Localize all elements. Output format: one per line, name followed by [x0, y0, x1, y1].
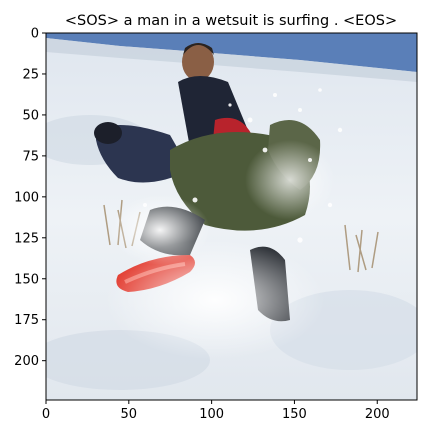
y-tick-label: 200	[14, 354, 39, 369]
y-tick-label: 100	[14, 190, 39, 205]
x-tick-label: 150	[282, 407, 307, 422]
y-tick-label: 0	[31, 27, 39, 42]
figure-title: <SOS> a man in a wetsuit is surfing . <E…	[65, 13, 397, 29]
y-tick-label: 25	[22, 67, 39, 82]
y-tick-label: 175	[14, 313, 39, 328]
y-axis: 0 25 50 75 100 125 150 175 200	[14, 27, 46, 369]
x-axis: 0 50 100 150 200	[42, 400, 390, 422]
y-tick-label: 75	[22, 149, 39, 164]
y-tick-label: 150	[14, 272, 39, 287]
sky-region	[46, 33, 417, 72]
x-tick-label: 50	[121, 407, 138, 422]
axes-frame	[45, 32, 418, 401]
x-tick-label: 0	[42, 407, 50, 422]
snow-spray	[105, 240, 325, 360]
x-tick-label: 200	[365, 407, 390, 422]
y-tick-label: 50	[22, 108, 39, 123]
photo	[46, 33, 417, 400]
x-tick-label: 100	[199, 407, 224, 422]
y-tick-label: 125	[14, 231, 39, 246]
